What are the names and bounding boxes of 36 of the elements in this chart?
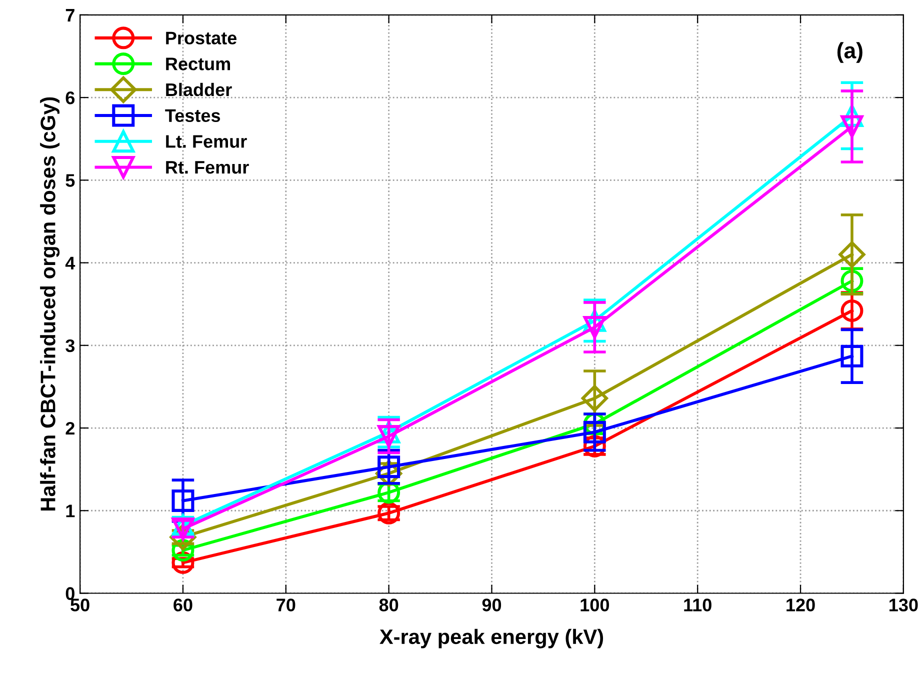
x-tick-label: 90 (482, 598, 502, 612)
point (840, 115, 864, 138)
x-tick-label: 130 (890, 598, 918, 612)
point (172, 489, 194, 512)
x-tick-label: 80 (379, 598, 398, 612)
x-axis-title: X-ray peak energy (kV) (380, 628, 604, 648)
legend-label: Rectum (166, 58, 230, 70)
y-tick-label: 1 (66, 504, 75, 518)
point (378, 502, 400, 524)
point (838, 241, 866, 268)
y-tick-label: 7 (66, 9, 74, 22)
x-tick-label: 50 (70, 598, 90, 612)
y-tick-label: 6 (66, 91, 75, 104)
annotation: (a) (837, 42, 862, 63)
y-tick-label: 0 (66, 587, 74, 600)
legend-label: Prostate (166, 32, 237, 44)
point (840, 344, 864, 368)
legend-label: Bladder (166, 82, 232, 96)
legend-label: Lt. Femur (166, 135, 247, 148)
y-tick-label: 2 (66, 422, 74, 435)
point (583, 420, 606, 444)
x-tick-label: 110 (684, 598, 712, 612)
point (378, 425, 400, 448)
x-tick-label: 100 (580, 598, 609, 612)
x-tick-label: 120 (786, 598, 815, 612)
legend-label: Testes (165, 109, 220, 122)
y-axis-title: Half-fan CBCT-induced organ doses (cGy) (40, 97, 60, 510)
y-tick-label: 4 (65, 256, 76, 270)
legend-label: Rt. Femur (166, 161, 249, 174)
y-tick-label: 5 (66, 174, 75, 187)
y-tick-label: 3 (66, 339, 75, 352)
point (840, 299, 864, 322)
point (583, 316, 606, 338)
point (581, 384, 608, 412)
x-tick-label: 70 (276, 598, 296, 612)
x-tick-label: 60 (174, 598, 192, 612)
